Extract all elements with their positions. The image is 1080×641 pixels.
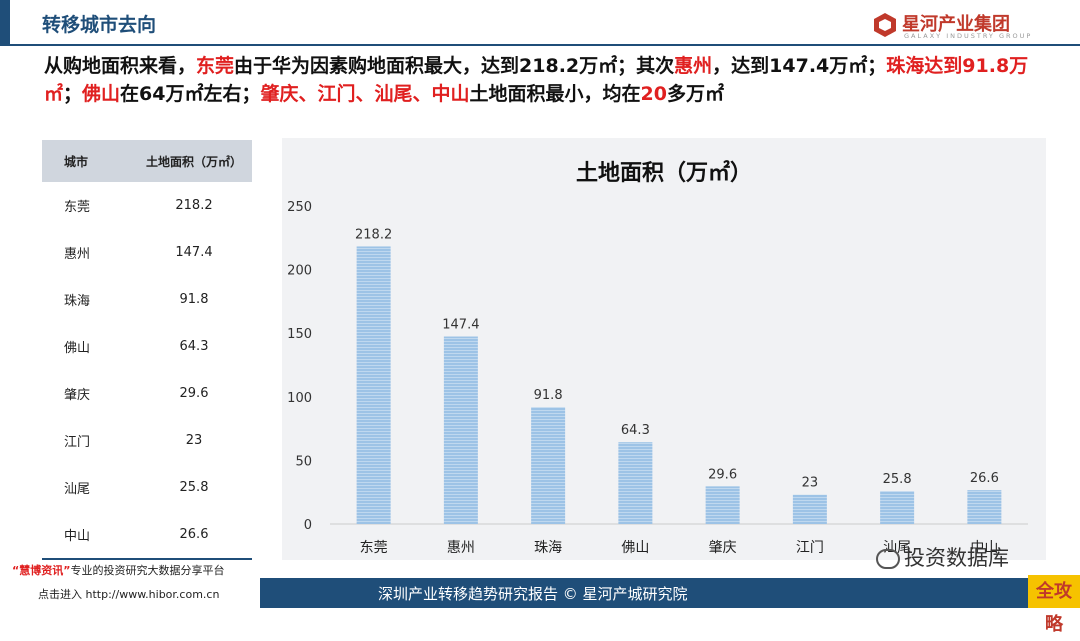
table-row: 汕尾 25.8	[42, 464, 252, 511]
y-tick-label: 150	[287, 327, 312, 342]
page-title: 转移城市去向	[42, 14, 157, 36]
data-label: 23	[802, 476, 819, 491]
bar	[880, 491, 915, 524]
summary-segment: 珠海	[886, 55, 925, 77]
summary-segment: ，达到147.4万㎡；	[712, 55, 887, 77]
x-tick-label: 惠州	[447, 540, 475, 556]
summary-segment: 佛山	[82, 83, 121, 105]
footer-bar	[260, 578, 1080, 608]
x-tick-label: 珠海	[534, 540, 562, 556]
bar	[356, 246, 391, 525]
y-tick-label: 100	[287, 391, 312, 406]
summary-segment: 在64万㎡左右；	[120, 83, 261, 105]
table-cell-area: 23	[185, 433, 203, 448]
bar	[792, 494, 827, 524]
bar	[967, 490, 1002, 524]
y-tick-label: 250	[287, 200, 312, 215]
badge-quanlue[interactable]: 全攻略	[1028, 575, 1080, 635]
x-tick-label: 肇庆	[709, 540, 737, 556]
wechat-icon	[876, 549, 900, 569]
x-tick-label: 江门	[796, 540, 824, 556]
table-header-area: 土地面积（万㎡）	[136, 140, 252, 182]
summary-segment: 土地面积最小，均在	[469, 83, 641, 105]
table-cell-city: 肇庆	[64, 388, 91, 403]
x-tick-label: 佛山	[621, 540, 649, 556]
data-label: 25.8	[883, 472, 912, 487]
table-cell-city: 汕尾	[64, 482, 91, 497]
watermark-brand: “慧博资讯”	[12, 564, 71, 577]
table-cell-area: 26.6	[136, 511, 252, 560]
table-cell-area: 147.4	[175, 245, 213, 260]
table-header-city: 城市	[42, 140, 136, 182]
summary-segment: 20	[640, 83, 667, 105]
bar	[531, 407, 566, 524]
data-label: 26.6	[970, 471, 999, 486]
title-bar	[0, 0, 1080, 44]
x-tick-label: 中山	[970, 540, 998, 556]
table-row: 珠海 91.8	[42, 276, 252, 323]
data-label: 64.3	[621, 423, 650, 438]
wechat-text: 投资数据库	[904, 546, 1009, 570]
data-label: 218.2	[355, 227, 392, 242]
summary-segment: 东莞	[196, 55, 235, 77]
summary-text: 从购地面积来看，东莞由于华为因素购地面积最大，达到218.2万㎡；其次惠州，达到…	[44, 52, 1044, 108]
summary-segment: 肇庆、江门、汕尾、中山	[260, 83, 470, 105]
summary-segment: 多万㎡	[666, 83, 724, 105]
table-cell-area: 64.3	[179, 339, 209, 354]
table-cell-area: 25.8	[179, 480, 209, 495]
watermark-desc: 专业的投资研究大数据分享平台	[70, 564, 225, 577]
table-cell-city: 佛山	[64, 341, 91, 356]
table-header-row: 城市 土地面积（万㎡）	[42, 140, 252, 182]
logo-name: 星河产业集团	[902, 14, 1010, 35]
logo-subtitle: GALAXY INDUSTRY GROUP	[904, 32, 1033, 40]
summary-segment: 惠州	[674, 55, 713, 77]
summary-segment: 由于华为因素购地面积最大，达到218.2万㎡；其次	[234, 55, 675, 77]
table-row: 东莞 218.2	[42, 182, 252, 229]
summary-segment: 达到91.8万㎡	[44, 55, 1029, 105]
table-cell-city: 惠州	[64, 247, 91, 262]
data-label: 29.6	[708, 467, 737, 482]
summary-segment: 从购地面积来看，	[44, 55, 197, 77]
table-row: 江门 23	[42, 417, 252, 464]
table-row: 中山 26.6	[42, 511, 252, 560]
table-cell-area: 29.6	[179, 386, 209, 401]
data-table: 城市 土地面积（万㎡） 东莞 218.2 惠州 147.4 珠海 91.8 佛山 64.3 肇庆…	[42, 140, 252, 560]
company-logo: 星河产业集团 GALAXY INDUSTRY GROUP	[872, 10, 1052, 42]
bar	[443, 336, 478, 524]
accent-bar	[0, 0, 10, 44]
table-cell-city: 中山	[42, 511, 136, 560]
data-label: 91.8	[534, 388, 563, 403]
table-row: 肇庆 29.6	[42, 370, 252, 417]
x-tick-label: 东莞	[360, 540, 388, 556]
chart-title: 土地面积（万㎡）	[576, 160, 752, 186]
title-rule	[0, 44, 1080, 46]
summary-segment: ；	[63, 83, 83, 105]
bar	[705, 486, 740, 524]
table-cell-city: 东莞	[64, 200, 91, 215]
data-label: 147.4	[442, 318, 479, 333]
watermark-line1: “慧博资讯”专业的投资研究大数据分享平台	[12, 562, 224, 578]
bar	[618, 442, 653, 524]
y-tick-label: 200	[287, 264, 312, 279]
y-tick-label: 0	[304, 518, 312, 533]
table-cell-city: 江门	[64, 435, 91, 450]
table-row: 佛山 64.3	[42, 323, 252, 370]
logo-mark-icon	[874, 13, 896, 37]
table-cell-city: 珠海	[64, 294, 91, 309]
footer-report: 深圳产业转移趋势研究报告 © 星河产城研究院	[378, 585, 688, 603]
y-tick-label: 50	[295, 454, 312, 469]
bar-chart: 土地面积（万㎡） 0 50 100 150 200 250 218.2 东莞 147.4 惠州 91.…	[287, 160, 1028, 556]
table-row: 惠州 147.4	[42, 229, 252, 276]
watermark-link[interactable]: 点击进入 http://www.hibor.com.cn	[38, 588, 220, 601]
table-cell-area: 91.8	[179, 292, 209, 307]
table-cell-area: 218.2	[175, 198, 213, 213]
chart-panel	[282, 138, 1046, 560]
wechat-label: 投资数据库	[876, 542, 1009, 572]
